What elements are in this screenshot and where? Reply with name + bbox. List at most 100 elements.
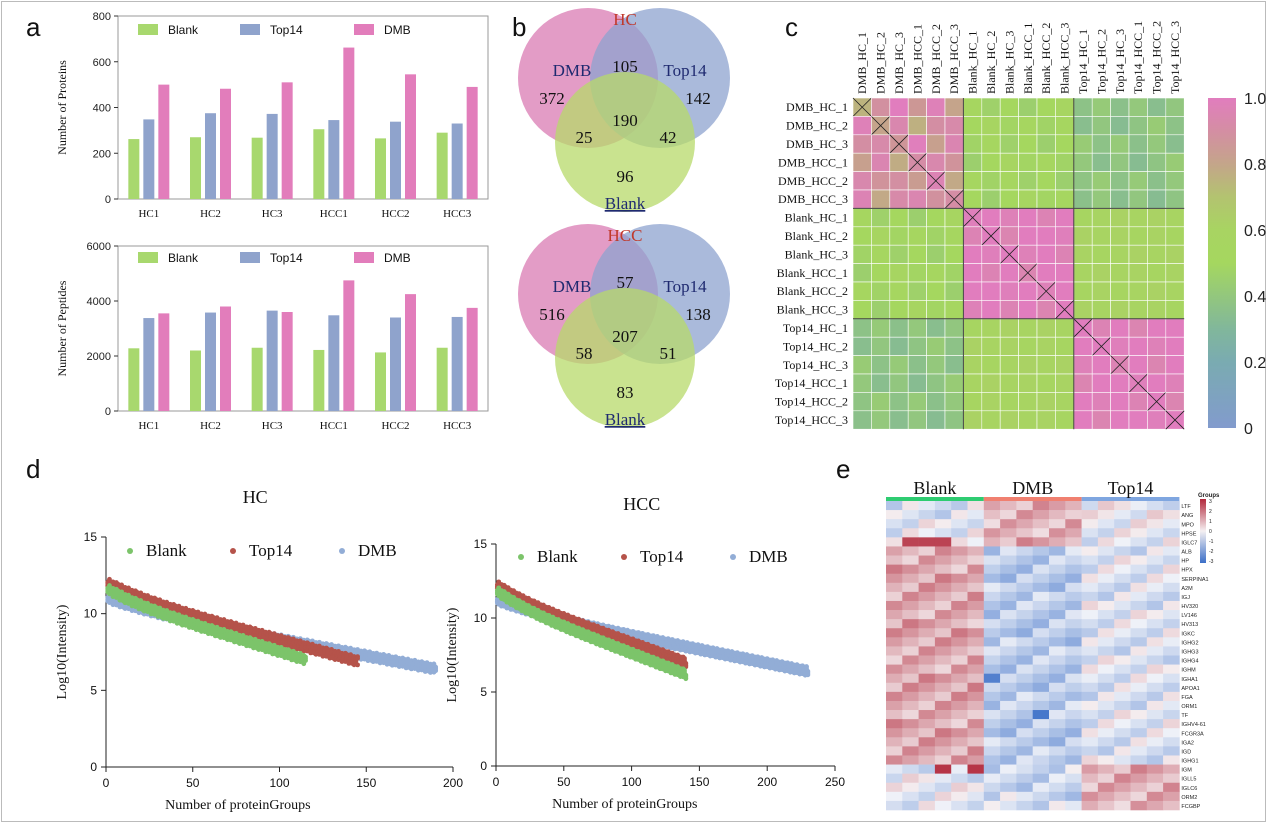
expr-cell [1130, 537, 1148, 547]
expr-cell [934, 628, 952, 638]
expr-cell [1114, 564, 1131, 575]
expr-cell [1097, 564, 1115, 575]
corr-cell [1073, 134, 1093, 154]
expr-cell [1032, 791, 1050, 802]
expr-cell [983, 573, 1001, 584]
expr-cell [983, 619, 1001, 629]
expr-cell [1049, 664, 1066, 674]
expr-cell [1000, 673, 1017, 684]
expr-cell [1016, 619, 1033, 629]
expr-cell [1130, 773, 1148, 784]
corr-cell [852, 134, 872, 154]
corr-diag-mark [926, 171, 946, 191]
corr-cell [907, 318, 927, 338]
expr-cell [1065, 773, 1082, 784]
corr-cell [1036, 189, 1056, 209]
peptides-plot-frame [117, 245, 489, 412]
expr-cell [1163, 682, 1180, 693]
corr-cell [926, 226, 946, 246]
corr-colorbar [1208, 98, 1236, 428]
expr-cell [1032, 646, 1050, 656]
corr-cell [871, 336, 891, 356]
expr-cell [983, 655, 1001, 665]
corr-cell [944, 116, 964, 136]
proteins-ytick-label: 0 [105, 194, 111, 206]
corr-cell [944, 134, 964, 154]
expr-cell [1114, 646, 1131, 656]
expr-cell [918, 664, 936, 674]
corr-cell [1110, 410, 1130, 430]
expr-cell [918, 755, 936, 765]
corr-cell [1147, 300, 1167, 320]
expr-cell [902, 691, 919, 702]
expr-cell [1163, 546, 1180, 556]
expr-cell [1049, 728, 1066, 738]
expr-cell [886, 655, 903, 665]
expr-cell [1032, 637, 1050, 647]
venn_hc-region-dmb-only: 372 [539, 89, 565, 108]
peptides-ytick-label: 0 [105, 406, 111, 418]
expr-cell [1146, 628, 1164, 638]
expr-gene-label: LV146 [1181, 613, 1197, 619]
expr-gene-label: FGA [1181, 695, 1193, 701]
proteins-bar-top14-hcc2 [390, 121, 401, 199]
expr-cell [1049, 564, 1066, 575]
expr-cell [1146, 637, 1164, 647]
venn_hcc-region-blank-only: 83 [617, 383, 634, 402]
rank_hcc-xtick-label: 100 [622, 775, 642, 789]
corr-cell [1165, 355, 1185, 375]
corr-cell [926, 263, 946, 283]
expr-cell [1130, 600, 1148, 611]
expr-cell [1016, 537, 1033, 547]
expr-cell [1114, 700, 1131, 711]
expr-cell [918, 737, 936, 747]
expr-cell [1065, 710, 1082, 720]
expr-cell [918, 582, 936, 593]
expr-cell [902, 664, 919, 674]
expr-cell [886, 646, 903, 656]
corr-cell [907, 208, 927, 228]
expr-cell [1032, 728, 1050, 738]
expr-cell [1130, 719, 1148, 729]
expr-cell [1065, 528, 1082, 538]
expr-cell [934, 700, 952, 711]
corr-cell [1128, 281, 1148, 301]
expr-cell [918, 637, 936, 647]
expr-cell [1000, 564, 1017, 575]
expr-cell [951, 501, 968, 511]
expr-cell [1097, 546, 1115, 556]
expr-cell [902, 537, 919, 547]
corr-cell [1091, 116, 1111, 136]
expr-cell [1146, 501, 1164, 511]
corr-cell [852, 244, 872, 264]
expr-cell [951, 764, 968, 774]
expr-cell [1114, 737, 1131, 747]
expr-cell [1146, 773, 1164, 784]
corr-cell [852, 281, 872, 301]
corr-cell [1147, 336, 1167, 356]
corr-diag-mark [871, 116, 891, 136]
corr-cell [1055, 392, 1075, 412]
corr-cell [1091, 410, 1111, 430]
corr-cell [926, 355, 946, 375]
expr-cell [1130, 501, 1148, 511]
expr-cell [1163, 555, 1180, 565]
corr-col-label: Top14_HCC_2 [1150, 21, 1164, 94]
expr-cell [951, 519, 968, 529]
expr-gene-label: ANG [1181, 513, 1193, 519]
expr-cell [1163, 800, 1180, 811]
expr-cell [1081, 546, 1099, 556]
expr-cell [1000, 610, 1017, 620]
corr-cell [871, 152, 891, 172]
corr-cell [1036, 171, 1056, 191]
expr-cell [1032, 755, 1050, 765]
corr-cell [1165, 226, 1185, 246]
corr-cell [889, 244, 909, 264]
expr-cell [886, 528, 903, 538]
corr-row-label: Top14_HCC_3 [775, 413, 848, 427]
peptides-xtick-label: HCC2 [381, 420, 409, 432]
corr-cell [963, 373, 983, 393]
proteins-xtick-label: HCC3 [443, 208, 472, 220]
expr-cell [1097, 673, 1115, 684]
corr-cell [1073, 355, 1093, 375]
